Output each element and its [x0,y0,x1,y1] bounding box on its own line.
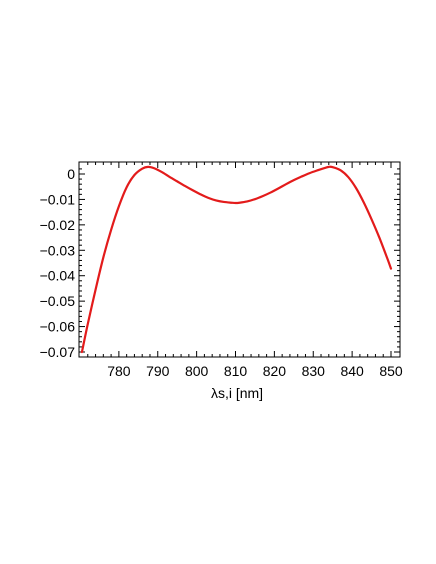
x-axis-label: λs,i [nm] [211,385,263,401]
x-tick-label: 790 [146,363,170,379]
y-tick-label: −0.02 [40,217,76,233]
series-layer [80,165,393,354]
y-tick-label: 0 [67,166,75,182]
x-tick-label: 810 [224,363,248,379]
series-line [80,165,393,354]
y-tick-label: −0.04 [40,268,76,284]
y-tick-label: −0.07 [40,344,76,360]
x-tick-label: 830 [302,363,326,379]
y-tick-label: −0.01 [40,191,76,207]
x-tick-label: 800 [185,363,209,379]
x-tick-label: 780 [107,363,131,379]
x-tick-label: 820 [263,363,287,379]
y-tick-label: −0.05 [40,293,76,309]
y-tick-label: −0.06 [40,319,76,335]
x-tick-label: 840 [340,363,364,379]
x-tick-label: 850 [379,363,403,379]
x-axis: 780 790 800 810 820 830 840 850 [87,162,403,379]
y-axis: 0 −0.01 −0.02 −0.03 −0.04 −0.05 −0.06 −0.07 [40,166,400,360]
y-tick-label: −0.03 [40,242,76,258]
plot-frame [78,161,401,358]
